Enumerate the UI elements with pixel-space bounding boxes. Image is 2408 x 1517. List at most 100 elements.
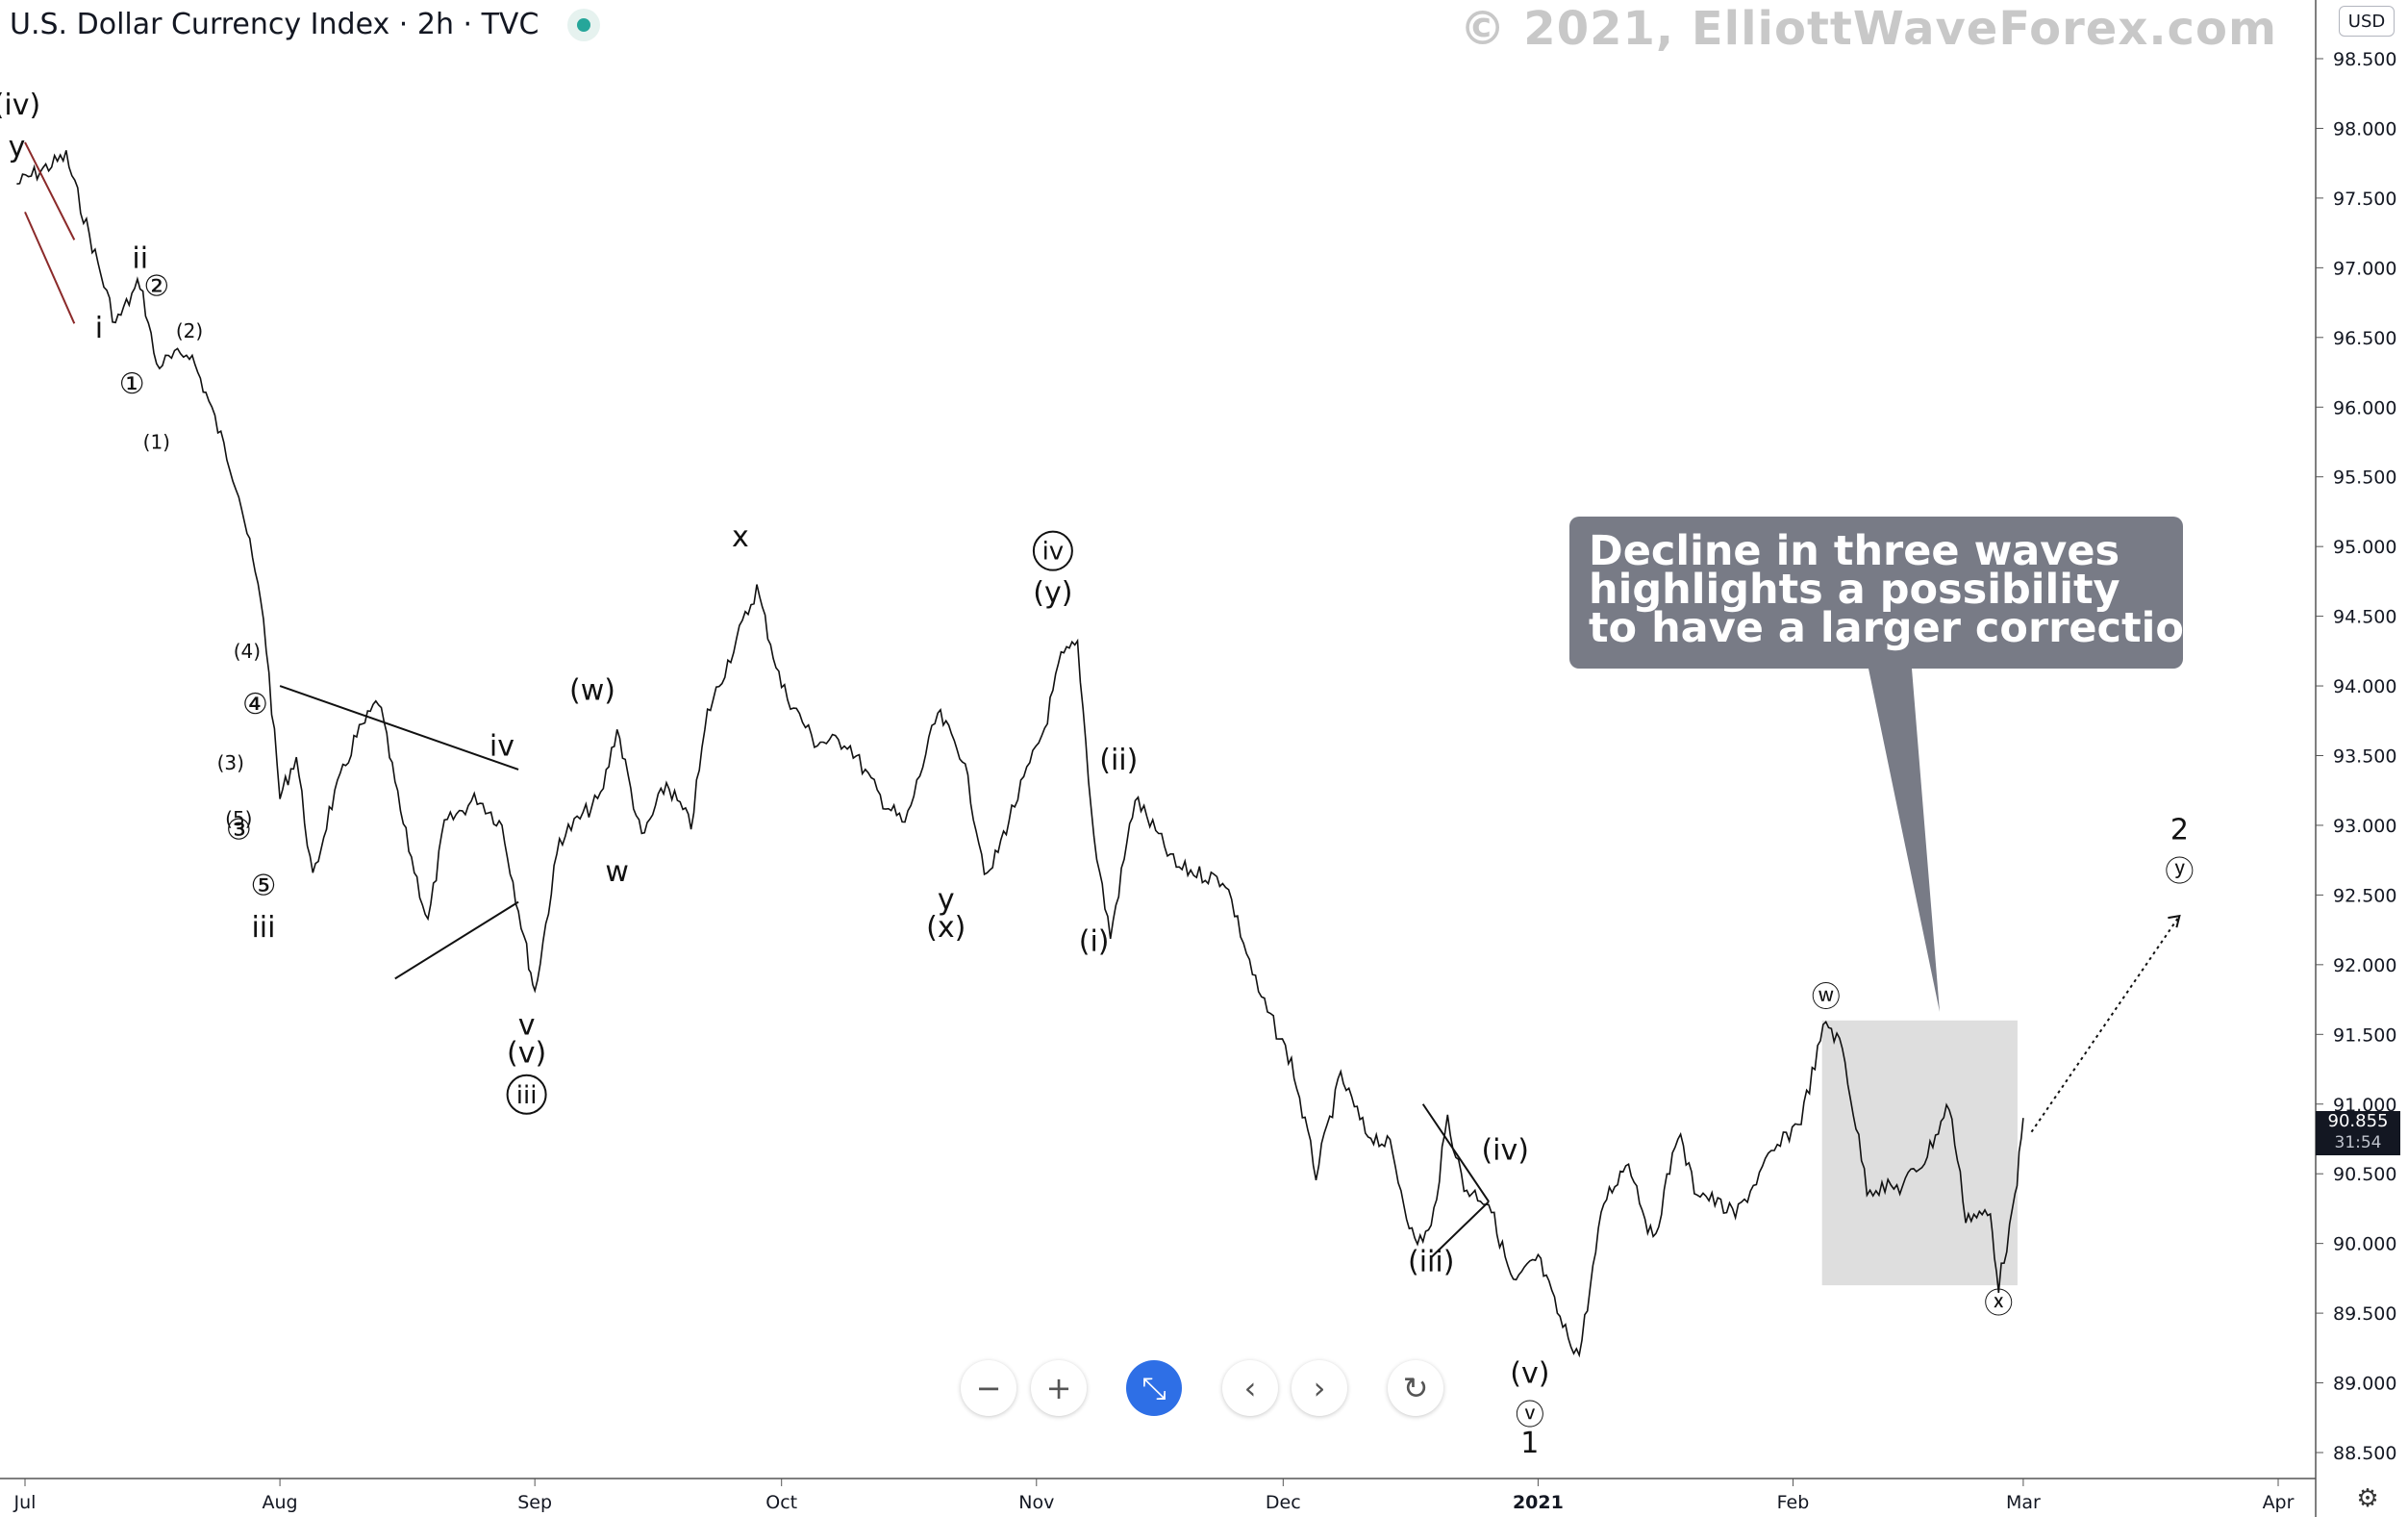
time-tick-label: Nov (1018, 1492, 1054, 1513)
price-tick-label: 97.500 (2333, 189, 2396, 210)
market-status-icon (567, 8, 601, 41)
price-tick-label: 91.000 (2333, 1095, 2396, 1116)
wave-label: (1) (143, 431, 170, 454)
wave-label: (i) (1079, 924, 1110, 958)
wave-label: (w) (569, 674, 615, 708)
wave-label: ① (119, 367, 145, 401)
wave-label: ⓥ (1516, 1399, 1544, 1432)
wave-label: (ii) (1099, 744, 1138, 777)
callout-line-2: highlights a possibility (1589, 566, 2120, 614)
price-tick-label: 90.500 (2333, 1164, 2396, 1185)
triangle-lower-line-2 (1430, 1201, 1490, 1258)
time-tick-label: Sep (517, 1492, 552, 1513)
time-tick-label: Dec (1266, 1492, 1301, 1513)
price-tick-label: 89.500 (2333, 1303, 2396, 1325)
wave-label-circle (506, 1074, 547, 1115)
correction-zone (1821, 1020, 2018, 1286)
wave-label: ③ (226, 813, 252, 847)
price-tick-label: 95.500 (2333, 468, 2396, 489)
wave-label: (iv) (0, 88, 40, 122)
wave-label: iii (251, 911, 275, 945)
last-price-tag: 90.855 31:54 (2316, 1111, 2400, 1155)
wave-label: ii (132, 241, 148, 275)
wave-label: ⓦ (1812, 980, 1841, 1014)
callout-line-3: to have a larger correction (1589, 604, 2214, 652)
scroll-left-button[interactable]: ‹ (1222, 1360, 1278, 1416)
last-price: 90.855 (2327, 1111, 2389, 1131)
price-tick-label: 96.000 (2333, 397, 2396, 418)
triangle-upper-line (279, 685, 519, 771)
triangle-upper-line-2 (1421, 1103, 1490, 1202)
wave-label-circle (1032, 530, 1073, 571)
channel-upper-line (24, 141, 76, 240)
refresh-button[interactable]: ↻ (1388, 1360, 1443, 1416)
settings-gear-icon[interactable]: ⚙ (2356, 1484, 2379, 1513)
time-tick-label: Aug (263, 1492, 298, 1513)
wave-label: ⓨ (2165, 855, 2194, 889)
triangle-lower-line (394, 900, 519, 980)
bar-countdown: 31:54 (2334, 1133, 2382, 1152)
price-tick-label: 97.000 (2333, 258, 2396, 279)
wave-label: (4) (234, 640, 261, 663)
wave-label: 1 (1520, 1427, 1539, 1460)
wave-label: iii (516, 1081, 538, 1110)
plot-area (16, 150, 2024, 1358)
reset-scale-button[interactable]: ⤡ (1126, 1360, 1182, 1416)
annotations: (iv)yiii①②(2)(1)(4)④(3)(5)③⑤iiiivv(v)iii… (0, 88, 2194, 1460)
time-tick-label: Apr (2263, 1492, 2295, 1513)
wave-label: (5) (225, 807, 252, 830)
zoom-out-button[interactable]: − (961, 1360, 1016, 1416)
price-tick-label: 93.000 (2333, 816, 2396, 837)
wave-label: w (605, 855, 629, 889)
watermark: © 2021, ElliottWaveForex.com (1459, 2, 2277, 56)
wave-label: (y) (1033, 576, 1072, 610)
zoom-in-button[interactable]: + (1031, 1360, 1087, 1416)
wave-label: y (938, 883, 955, 917)
wave-label: ② (143, 269, 169, 303)
price-tick-label: 90.000 (2333, 1234, 2396, 1255)
wave-label: y (9, 130, 26, 164)
price-series-line (16, 150, 2024, 1358)
scroll-right-button[interactable]: › (1292, 1360, 1347, 1416)
price-tick-label: 94.000 (2333, 676, 2396, 697)
price-tick-label: 88.500 (2333, 1443, 2396, 1464)
time-tick-label: Feb (1777, 1492, 1810, 1513)
callout-pointer (1869, 669, 1940, 1012)
callout-line-1: Decline in three waves (1589, 527, 2120, 575)
wave-label: i (95, 312, 103, 345)
wave-label: 2 (2170, 813, 2189, 847)
projection-arrowhead (2168, 914, 2181, 928)
price-tick-label: 92.500 (2333, 885, 2396, 906)
wave-label: iv (489, 730, 514, 764)
wave-label: (iv) (1481, 1134, 1529, 1168)
wave-label: (iii) (1408, 1246, 1454, 1279)
wave-label: (3) (217, 751, 244, 774)
wave-label: ⑤ (251, 869, 277, 902)
price-tick-label: 96.500 (2333, 328, 2396, 349)
channel-lower-line (24, 211, 76, 324)
wave-label: iv (1042, 538, 1065, 567)
time-tick-label: Oct (765, 1492, 797, 1513)
currency-button[interactable]: USD (2339, 6, 2395, 37)
wave-label: ⓧ (1984, 1287, 2013, 1321)
price-tick-label: 98.500 (2333, 49, 2396, 70)
wave-label: ④ (242, 688, 268, 721)
wave-label: v (518, 1008, 536, 1042)
price-tick-label: 94.500 (2333, 607, 2396, 628)
price-tick-label: 89.000 (2333, 1374, 2396, 1395)
price-tick-label: 92.000 (2333, 955, 2396, 976)
wave-label: (x) (926, 911, 966, 945)
price-tick-label: 93.500 (2333, 746, 2396, 768)
price-tick-label: 95.000 (2333, 537, 2396, 558)
time-tick-label: Jul (13, 1492, 37, 1513)
symbol-header: U.S. Dollar Currency Index · 2h · TVC (10, 8, 601, 41)
symbol-title[interactable]: U.S. Dollar Currency Index · 2h · TVC (10, 8, 539, 41)
time-tick-label: Mar (2006, 1492, 2041, 1513)
price-tick-label: 98.000 (2333, 118, 2396, 139)
price-tick-label: 91.500 (2333, 1024, 2396, 1046)
wave-label: (v) (1510, 1357, 1549, 1391)
callout-box: Decline in three waves highlights a poss… (1569, 517, 2214, 669)
wave-label: (v) (507, 1036, 546, 1070)
